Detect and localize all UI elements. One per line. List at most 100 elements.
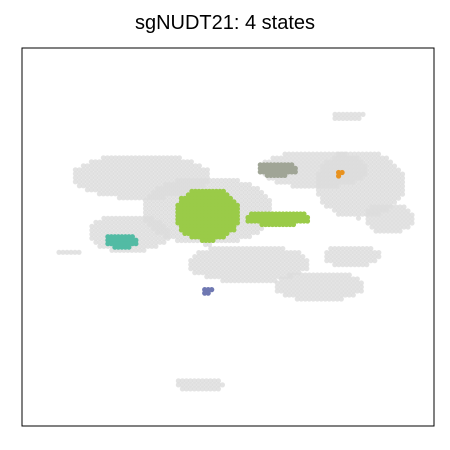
scatter-point bbox=[323, 199, 330, 205]
scatter-point bbox=[375, 191, 382, 197]
scatter-point bbox=[228, 266, 234, 272]
scatter-point bbox=[334, 292, 340, 298]
scatter-point bbox=[192, 254, 198, 260]
scatter-point bbox=[319, 167, 326, 173]
scatter-point bbox=[379, 195, 386, 201]
scatter-point bbox=[128, 159, 134, 165]
scatter-point bbox=[332, 262, 338, 268]
scatter-point bbox=[294, 296, 300, 302]
scatter-point bbox=[256, 270, 262, 276]
scatter-point bbox=[101, 223, 107, 229]
scatter-point bbox=[116, 175, 122, 181]
scatter-point bbox=[393, 228, 399, 234]
background-region-right-extension bbox=[365, 204, 415, 234]
scatter-point bbox=[100, 159, 106, 165]
scatter-point bbox=[375, 195, 382, 201]
scatter-point bbox=[334, 280, 340, 286]
scatter-point bbox=[112, 155, 118, 161]
scatter-point bbox=[248, 254, 254, 260]
scatter-point bbox=[121, 219, 127, 225]
scatter-point bbox=[379, 183, 386, 189]
scatter-point bbox=[203, 386, 209, 392]
scatter-point bbox=[296, 270, 302, 276]
scatter-point bbox=[356, 258, 362, 264]
state-cluster-2 bbox=[336, 169, 345, 179]
scatter-point bbox=[60, 249, 66, 255]
scatter-point bbox=[104, 187, 110, 193]
scatter-point bbox=[327, 171, 334, 177]
scatter-point bbox=[310, 155, 316, 161]
scatter-point bbox=[100, 155, 106, 161]
scatter-point bbox=[314, 284, 320, 290]
scatter-point bbox=[164, 159, 170, 165]
scatter-point bbox=[314, 288, 320, 294]
scatter-point bbox=[137, 223, 143, 229]
scatter-point bbox=[158, 185, 165, 192]
scatter-point bbox=[238, 205, 245, 212]
scatter-point bbox=[120, 167, 126, 173]
scatter-point bbox=[342, 276, 348, 282]
scatter-point bbox=[153, 223, 159, 229]
scatter-point bbox=[272, 274, 278, 280]
scatter-point bbox=[323, 183, 330, 189]
scatter-point bbox=[108, 163, 114, 169]
scatter-point bbox=[377, 216, 383, 222]
scatter-point bbox=[371, 199, 378, 205]
scatter-point bbox=[238, 229, 245, 236]
scatter-point bbox=[105, 227, 111, 233]
scatter-point bbox=[141, 239, 147, 245]
scatter-point bbox=[132, 187, 138, 193]
scatter-point bbox=[230, 177, 237, 184]
scatter-point bbox=[401, 212, 407, 218]
scatter-point bbox=[158, 205, 165, 212]
scatter-point bbox=[88, 179, 94, 185]
scatter-point bbox=[290, 179, 296, 185]
scatter-point bbox=[168, 175, 174, 181]
scatter-point bbox=[80, 183, 86, 189]
scatter-point bbox=[371, 191, 378, 197]
scatter-point bbox=[244, 258, 250, 264]
scatter-point bbox=[369, 204, 375, 210]
scatter-point bbox=[385, 208, 391, 214]
scatter-point bbox=[248, 274, 254, 280]
scatter-point bbox=[254, 229, 261, 236]
scatter-point bbox=[234, 181, 241, 188]
scatter-point bbox=[228, 250, 234, 256]
scatter-point bbox=[327, 159, 334, 165]
scatter-point bbox=[101, 243, 107, 249]
scatter-point bbox=[375, 151, 382, 157]
scatter-point bbox=[105, 215, 111, 221]
scatter-point bbox=[100, 171, 106, 177]
scatter-point bbox=[339, 203, 346, 209]
scatter-point bbox=[236, 270, 242, 276]
scatter-point bbox=[323, 203, 330, 209]
scatter-point bbox=[302, 159, 308, 165]
scatter-point bbox=[363, 175, 370, 181]
scatter-point bbox=[278, 179, 284, 185]
scatter-point bbox=[306, 292, 312, 298]
scatter-point bbox=[232, 258, 238, 264]
scatter-point bbox=[108, 167, 114, 173]
scatter-point bbox=[355, 171, 362, 177]
scatter-point bbox=[166, 205, 173, 212]
scatter-point bbox=[72, 179, 78, 185]
scatter-point bbox=[352, 262, 358, 268]
scatter-point bbox=[351, 171, 358, 177]
scatter-point bbox=[359, 151, 366, 157]
scatter-point bbox=[116, 163, 122, 169]
scatter-point bbox=[215, 386, 221, 392]
scatter-point bbox=[236, 262, 242, 268]
scatter-point bbox=[248, 246, 254, 252]
scatter-point bbox=[137, 219, 143, 225]
scatter-point bbox=[137, 227, 143, 233]
scatter-point bbox=[238, 221, 245, 228]
scatter-point bbox=[314, 167, 320, 173]
scatter-point bbox=[347, 179, 354, 185]
scatter-point bbox=[379, 159, 386, 165]
scatter-point bbox=[391, 195, 398, 201]
scatter-point bbox=[112, 183, 118, 189]
scatter-point bbox=[397, 228, 403, 234]
scatter-point bbox=[128, 195, 134, 201]
scatter-point bbox=[322, 296, 328, 302]
scatter-point bbox=[145, 243, 151, 249]
